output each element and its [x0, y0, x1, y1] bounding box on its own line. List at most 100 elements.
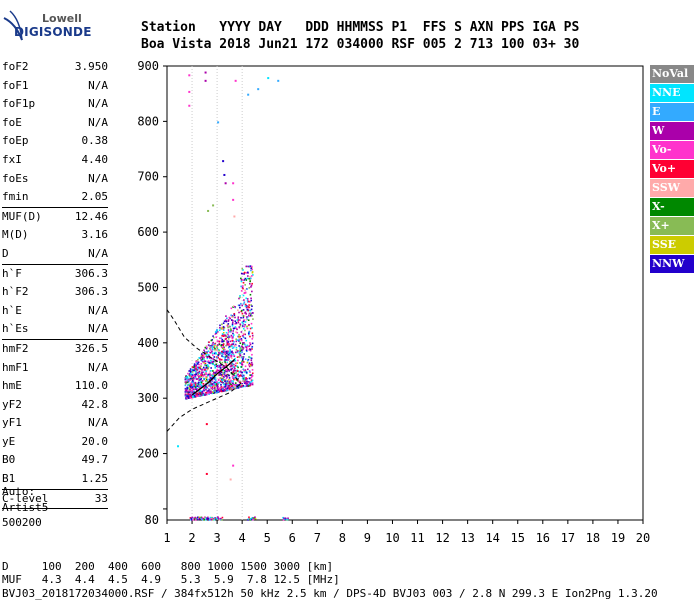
echo-point — [186, 376, 189, 379]
echo-point — [208, 383, 211, 386]
x-tick-label: 18 — [586, 531, 600, 545]
echo-point — [224, 319, 227, 321]
echo-point — [203, 386, 205, 389]
echo-point — [226, 376, 228, 378]
echo-point — [205, 377, 207, 379]
echo-point — [229, 350, 232, 352]
echo-point — [216, 331, 219, 333]
echo-point — [214, 372, 217, 374]
echo-point — [226, 369, 229, 371]
parameter-row: foE N/A — [2, 114, 108, 133]
echo-point — [222, 340, 225, 343]
echo-point — [210, 359, 212, 362]
echo-point — [247, 308, 249, 311]
echo-point — [196, 390, 199, 393]
x-tick-label: 17 — [561, 531, 575, 545]
echo-point — [240, 290, 243, 292]
echo-point — [212, 336, 215, 339]
echo-point — [245, 382, 247, 385]
echo-point — [205, 347, 208, 350]
echo-point — [193, 518, 195, 521]
echo-point — [246, 288, 248, 290]
echo-point — [241, 374, 244, 376]
echo-point — [247, 265, 250, 268]
echo-point — [200, 381, 203, 384]
echo-point — [199, 386, 202, 389]
echo-point — [218, 374, 220, 376]
echo-point — [209, 518, 211, 521]
echo-point — [191, 374, 194, 376]
echo-point — [210, 344, 212, 347]
echo-point — [219, 351, 222, 354]
echo-point — [201, 380, 204, 382]
echo-point — [240, 280, 243, 283]
echo-point — [207, 374, 209, 377]
parameter-row: B1 1.25 — [2, 470, 108, 489]
echo-point — [218, 329, 221, 332]
echo-point — [239, 380, 242, 383]
echo-point — [251, 346, 253, 349]
echo-point — [210, 388, 212, 391]
echo-point — [196, 394, 199, 396]
echo-point — [217, 121, 220, 124]
echo-point — [235, 321, 237, 324]
echo-point — [246, 368, 249, 371]
x-tick-label: 15 — [511, 531, 525, 545]
echo-point — [224, 389, 226, 392]
parameter-value: 42.8 — [81, 397, 109, 411]
echo-point — [213, 387, 216, 390]
echo-point — [200, 365, 202, 368]
echo-point — [238, 371, 241, 373]
echo-point — [239, 385, 241, 388]
echo-point — [220, 370, 223, 373]
echo-point — [209, 381, 212, 384]
brand-line2: DIGISONDE — [14, 25, 92, 39]
echo-point — [196, 367, 198, 369]
echo-point — [189, 391, 192, 393]
echo-point — [197, 382, 200, 384]
echo-point — [203, 349, 205, 352]
echo-point — [223, 373, 226, 376]
echo-point — [225, 337, 227, 340]
echo-point — [250, 299, 253, 302]
echo-point — [234, 357, 236, 360]
echo-point — [232, 335, 234, 338]
echo-point — [191, 381, 193, 383]
echo-point — [220, 344, 223, 347]
echo-point — [207, 360, 210, 362]
parameter-row: yE 20.0 — [2, 433, 108, 452]
echo-point — [201, 354, 204, 357]
echo-point — [242, 269, 244, 271]
echo-point — [237, 366, 239, 369]
echo-point — [249, 364, 252, 367]
echo-point — [233, 372, 236, 375]
echo-point — [217, 516, 219, 518]
echo-point — [188, 370, 191, 372]
echo-point — [239, 352, 242, 355]
echo-point — [231, 388, 234, 390]
echo-point — [202, 390, 204, 393]
x-tick-label: 8 — [339, 531, 346, 545]
echo-point — [212, 345, 214, 348]
echo-point — [231, 386, 234, 388]
echo-point — [252, 518, 254, 521]
echo-point — [240, 339, 243, 342]
echo-point — [245, 297, 248, 300]
echo-point — [194, 516, 197, 519]
echo-point — [216, 364, 219, 367]
echo-point — [223, 348, 226, 351]
echo-point — [213, 386, 215, 389]
echo-point — [188, 393, 191, 396]
echo-point — [233, 314, 236, 317]
echo-point — [186, 381, 189, 384]
echo-point — [238, 304, 241, 307]
echo-point — [241, 321, 244, 324]
echo-point — [249, 312, 252, 315]
echo-point — [207, 344, 210, 346]
echo-point — [206, 381, 209, 383]
echo-point — [216, 328, 218, 331]
echo-point — [204, 394, 206, 396]
echo-point — [211, 383, 213, 385]
echo-point — [225, 374, 227, 377]
echo-point — [223, 365, 226, 367]
